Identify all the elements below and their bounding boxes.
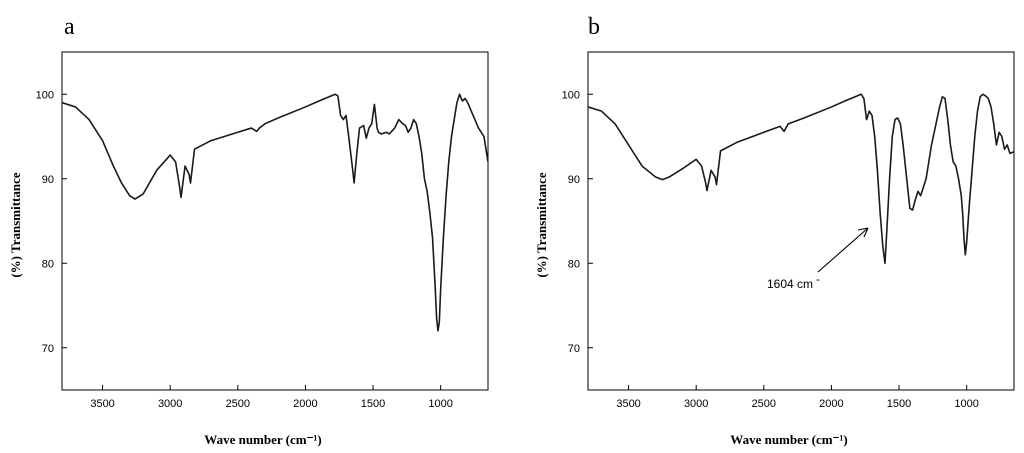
y-tick-label: 70 bbox=[42, 343, 54, 355]
y-tick-label: 90 bbox=[568, 174, 580, 186]
x-tick-label: 1000 bbox=[428, 398, 452, 410]
x-tick-label: 3500 bbox=[616, 398, 640, 410]
x-tick-label: 3500 bbox=[90, 398, 114, 410]
x-tick-label: 2500 bbox=[752, 398, 776, 410]
x-tick-label: 2500 bbox=[226, 398, 250, 410]
panel-letter: b bbox=[588, 14, 600, 40]
plot-frame bbox=[61, 51, 489, 391]
y-tick-label: 90 bbox=[42, 174, 54, 186]
y-tick-label: 80 bbox=[42, 258, 54, 270]
x-tick-label: 2000 bbox=[293, 398, 317, 410]
y-tick-label: 80 bbox=[568, 258, 580, 270]
x-axis-label: Wave number (cm⁻¹) bbox=[204, 432, 321, 447]
annotation-superscript: - bbox=[816, 272, 820, 286]
plot-frame bbox=[587, 51, 1015, 391]
x-tick-label: 3000 bbox=[158, 398, 182, 410]
x-axis-label: Wave number (cm⁻¹) bbox=[730, 432, 847, 447]
annotation-arrow bbox=[817, 227, 869, 273]
panel-letter: a bbox=[64, 14, 75, 40]
y-tick-label: 100 bbox=[36, 89, 54, 101]
annotation-label: 1604 cm bbox=[767, 277, 813, 291]
y-tick-label: 100 bbox=[562, 89, 580, 101]
x-tick-label: 1500 bbox=[361, 398, 385, 410]
annotation-arrowhead bbox=[857, 227, 869, 238]
y-tick-label: 70 bbox=[568, 343, 580, 355]
x-tick-label: 1000 bbox=[954, 398, 978, 410]
y-axis-label: (%) Transmittance bbox=[534, 172, 549, 278]
spectrum-line bbox=[588, 93, 1014, 265]
chart-panel-a: a 3500 3000 2500 2000 1500 1000 70 80 90 100 Wave n… bbox=[8, 14, 489, 447]
x-tick-label: 2000 bbox=[819, 398, 843, 410]
spectrum-line bbox=[62, 93, 488, 332]
chart-panel-b: b 3500 3000 2500 2000 1500 1000 70 80 90 100 Wave n… bbox=[534, 14, 1015, 447]
x-tick-label: 1500 bbox=[887, 398, 911, 410]
x-tick-label: 3000 bbox=[684, 398, 708, 410]
y-axis-label: (%) Transmittance bbox=[8, 172, 23, 278]
